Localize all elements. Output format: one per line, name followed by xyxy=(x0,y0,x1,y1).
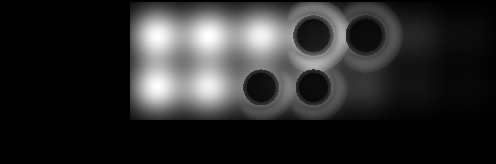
Text: 0.64: 0.64 xyxy=(405,130,431,140)
Text: Fe concentration (mM): Fe concentration (mM) xyxy=(242,146,384,156)
Text: 0.04: 0.04 xyxy=(195,130,221,140)
Bar xyxy=(130,2,496,120)
Text: 0.16: 0.16 xyxy=(300,130,326,140)
Text: Fe$_3$O$_4$-HyA NGs: Fe$_3$O$_4$-HyA NGs xyxy=(20,80,110,94)
Text: 1.28: 1.28 xyxy=(457,130,483,140)
Text: PBS: PBS xyxy=(144,130,168,140)
Text: 0.08: 0.08 xyxy=(248,130,274,140)
Text: 0.32: 0.32 xyxy=(353,130,378,140)
Text: Fe$_3$O$_4$ NPs: Fe$_3$O$_4$ NPs xyxy=(35,28,95,42)
